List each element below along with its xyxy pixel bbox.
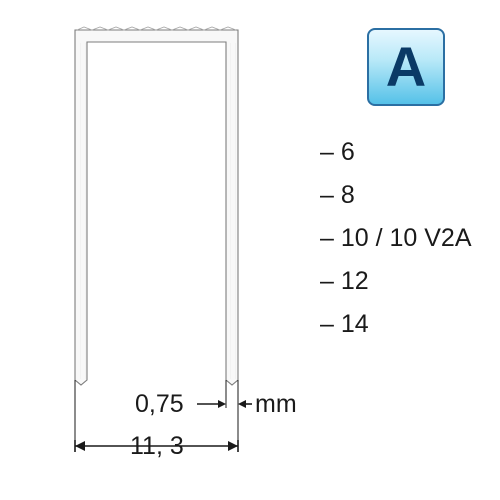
arrowhead xyxy=(75,441,85,451)
staple-drawing: | across 75..238 --> xyxy=(0,0,500,500)
arrowhead xyxy=(228,441,238,451)
diagram-canvas: A – 6 – 8 – 10 / 10 V2A – 12 – 14 0,75 m… xyxy=(0,0,500,500)
arrowhead xyxy=(218,400,226,408)
arrowhead xyxy=(238,400,246,408)
staple-hatch-left xyxy=(76,43,86,379)
staple-outline xyxy=(75,30,238,385)
staple-hatch-right xyxy=(227,43,237,379)
